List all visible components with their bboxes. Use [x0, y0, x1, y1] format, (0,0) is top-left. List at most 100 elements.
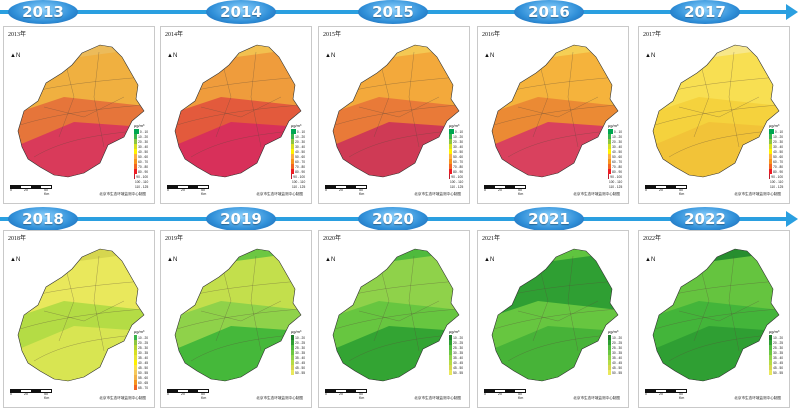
district-boundary [567, 255, 579, 352]
scale-label: 50 Km [44, 392, 50, 400]
legend-item: 40 - 50 [134, 149, 148, 154]
legend-swatch [291, 174, 293, 179]
legend-item: 30 - 40 [449, 144, 463, 149]
scale-bar [167, 185, 209, 189]
scale-bar-group: 0 20 50 Km [10, 185, 52, 196]
legend-swatch [769, 350, 773, 355]
legend-label: 30 - 35 [612, 350, 622, 355]
legend-swatch [608, 360, 612, 365]
legend-item: 10 - 20 [449, 335, 463, 340]
legend-swatch [449, 139, 453, 144]
legend-label: 30 - 40 [295, 144, 305, 149]
legend-swatch [608, 355, 612, 360]
legend-swatch [134, 174, 136, 179]
legend-swatch [134, 144, 138, 149]
legend-item: 50 - 55 [608, 370, 622, 375]
district-boundary [333, 308, 459, 332]
legend-item: 20 - 25 [134, 340, 148, 345]
legend-label: 20 - 30 [295, 139, 305, 144]
beijing-concentration-map [17, 44, 145, 178]
legend-label: 30 - 40 [453, 144, 463, 149]
legend-label: 40 - 50 [612, 149, 622, 154]
legend-swatch [291, 129, 296, 134]
legend-label: 30 - 35 [295, 350, 305, 355]
legend-label: 10 - 20 [138, 335, 148, 340]
legend-title: μg/m³ [769, 329, 780, 334]
legend-item: 0 - 10 [134, 129, 148, 134]
district-boundary [358, 300, 440, 322]
legend-swatch [449, 164, 453, 169]
legend-item: 50 - 60 [291, 154, 305, 159]
legend-item: 20 - 25 [291, 340, 305, 345]
legend-item: 60 - 65 [134, 380, 148, 385]
legend-swatch [608, 335, 612, 340]
legend-label: 40 - 45 [295, 360, 305, 365]
legend-swatch [134, 355, 138, 360]
legend-label: 45 - 50 [773, 365, 783, 370]
scale-label: 0 [484, 392, 486, 396]
legend-item: 40 - 50 [291, 149, 305, 154]
legend-swatch [291, 345, 295, 350]
legend-label: 10 - 20 [138, 134, 148, 139]
map-panel: 2015年 ▲N μg/m³ 0 - 10 10 - 20 20 - 30 30 - 40 4… [318, 26, 470, 204]
legend-item: 25 - 30 [449, 345, 463, 350]
year-badge: 2017 [670, 0, 740, 24]
legend-label: 35 - 40 [453, 355, 463, 360]
district-boundary [517, 300, 599, 322]
legend-swatch [449, 355, 453, 360]
legend-item: 90 - 100 [134, 174, 148, 179]
scale-bar-group: 0 20 50 Km [10, 389, 52, 400]
legend-swatch [769, 154, 773, 159]
legend-label: 0 - 10 [454, 129, 463, 134]
legend-item: 30 - 40 [769, 144, 783, 149]
district-boundary [408, 255, 420, 352]
beijing-outline [17, 248, 145, 382]
legend-label: 35 - 40 [295, 355, 305, 360]
scale-bar-group: 0 20 50 Km [325, 389, 367, 400]
district-boundary [18, 104, 144, 128]
legend-label: 20 - 25 [295, 340, 305, 345]
legend-item: 10 - 20 [291, 134, 305, 139]
legend-label: 25 - 30 [138, 345, 148, 350]
scale-label: 0 [645, 392, 647, 396]
scale-label: 20 [498, 188, 502, 192]
legend-item: 60 - 70 [449, 159, 463, 164]
legend-label: 25 - 30 [295, 345, 305, 350]
legend-item: 100 - 110 [769, 179, 783, 184]
legend-item: 30 - 35 [608, 350, 622, 355]
legend-swatch [608, 144, 612, 149]
legend-item: 35 - 40 [608, 355, 622, 360]
legend-title: μg/m³ [769, 123, 780, 128]
district-boundary [175, 104, 301, 128]
legend-label: 40 - 45 [773, 360, 783, 365]
map-legend: μg/m³ 0 - 10 10 - 20 20 - 30 30 - 40 40 - 50 5… [291, 123, 305, 189]
legend-swatch [134, 370, 138, 375]
legend-item: 20 - 30 [769, 139, 783, 144]
panel-year-label: 2018年 [8, 236, 27, 242]
legend-item: 45 - 50 [608, 365, 622, 370]
legend-item: 60 - 70 [608, 159, 622, 164]
timeline-arrow-icon [786, 4, 798, 20]
legend-swatch [291, 159, 295, 164]
legend-swatch [134, 365, 138, 370]
legend-item: 80 - 90 [291, 169, 305, 174]
scale-label: 0 [325, 392, 327, 396]
legend-label: 70 - 80 [138, 164, 148, 169]
district-boundary [532, 56, 549, 138]
map-panel: 2021年 ▲N μg/m³ 10 - 20 20 - 25 25 - 30 30 - 35… [477, 230, 629, 408]
legend-swatch [134, 154, 138, 159]
credit-label: 北京市生态环境监测中心制图 [256, 192, 303, 196]
north-arrow-icon: ▲N [10, 53, 21, 59]
beijing-outline [491, 44, 619, 178]
legend-swatch [134, 360, 138, 365]
legend-title: μg/m³ [134, 123, 145, 128]
legend-swatch [449, 365, 453, 370]
legend-swatch [449, 340, 453, 345]
legend-item: 20 - 30 [134, 139, 148, 144]
legend-item: 35 - 40 [291, 355, 305, 360]
legend-label: 110 - 125 [450, 184, 464, 189]
legend-label: 100 - 110 [135, 179, 149, 184]
district-boundary [678, 96, 760, 118]
legend-label: 60 - 70 [138, 159, 148, 164]
legend-item: 50 - 55 [134, 370, 148, 375]
